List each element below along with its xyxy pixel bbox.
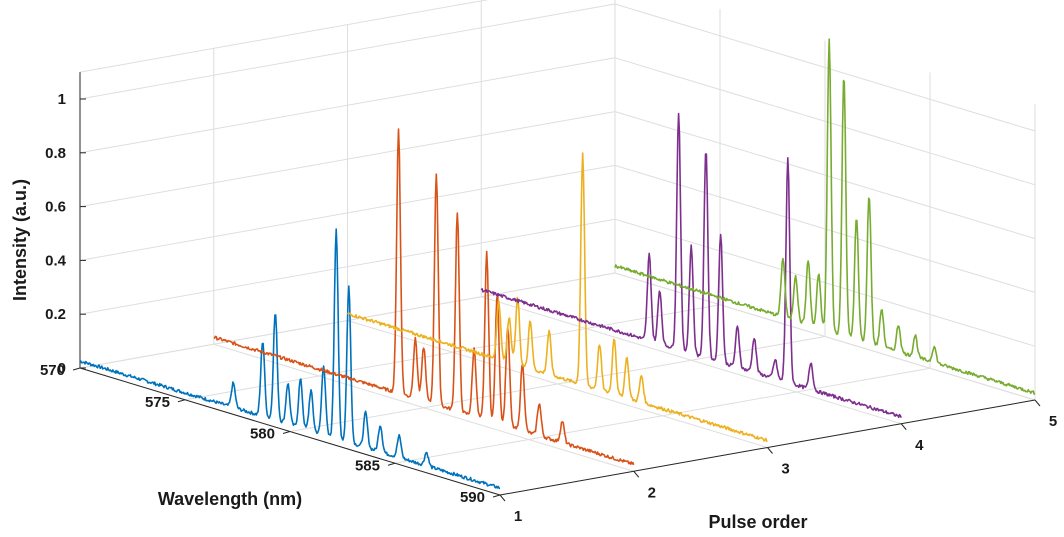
grid-line [213,343,634,472]
y-tick-mark [1034,399,1041,407]
x-tick-label: 585 [355,457,380,474]
y-tick-mark [900,423,907,431]
x-tick-mark [282,431,291,434]
z-tick-label: 0.8 [45,145,66,162]
x-tick-mark [387,462,396,466]
tick-layer: 570 575 580 585 590 1 2 3 4 5 0 0.2 0.4 0.6 0.8 1 [40,91,1057,525]
grid-line [481,296,902,425]
x-tick-mark [72,367,81,371]
y-tick-label: 5 [1049,413,1057,430]
axis-layer [72,72,1041,502]
y-tick-mark [633,470,640,478]
x-tick-label: 570 [40,362,65,379]
z-axis-label: Intensity (a.u.) [10,179,30,301]
series-pulse-1 [79,228,501,490]
box-edge [79,0,489,73]
z-tick-label: 0.4 [45,252,67,269]
series-pulse-3 [346,152,768,443]
x-tick-label: 590 [460,489,485,506]
grid-line [614,272,1036,401]
series-pulse-4 [480,112,902,419]
series-pulse-5 [614,38,1036,395]
grid-layer [79,0,1036,496]
y-tick-label: 1 [514,508,522,525]
y-tick-label: 3 [781,461,789,478]
z-tick-label: 1 [58,91,66,108]
x-tick-mark [492,494,501,498]
series-layer [79,38,1036,490]
y-tick-label: 4 [915,437,924,454]
x-tick-label: 575 [145,394,170,411]
y-tick-mark [767,447,773,454]
x-tick-label: 580 [250,426,275,443]
y-tick-label: 2 [648,484,656,501]
y-tick-mark [499,494,506,502]
x-tick-mark [177,399,186,403]
z-tick-label: 0.2 [45,306,66,323]
series-pulse-2 [213,128,635,466]
x-axis-label: Wavelength (nm) [158,489,302,509]
y-axis-label: Pulse order [708,512,807,532]
z-tick-label: 0 [58,360,66,377]
z-tick-label: 0.6 [45,199,66,216]
grid-line [347,320,768,448]
